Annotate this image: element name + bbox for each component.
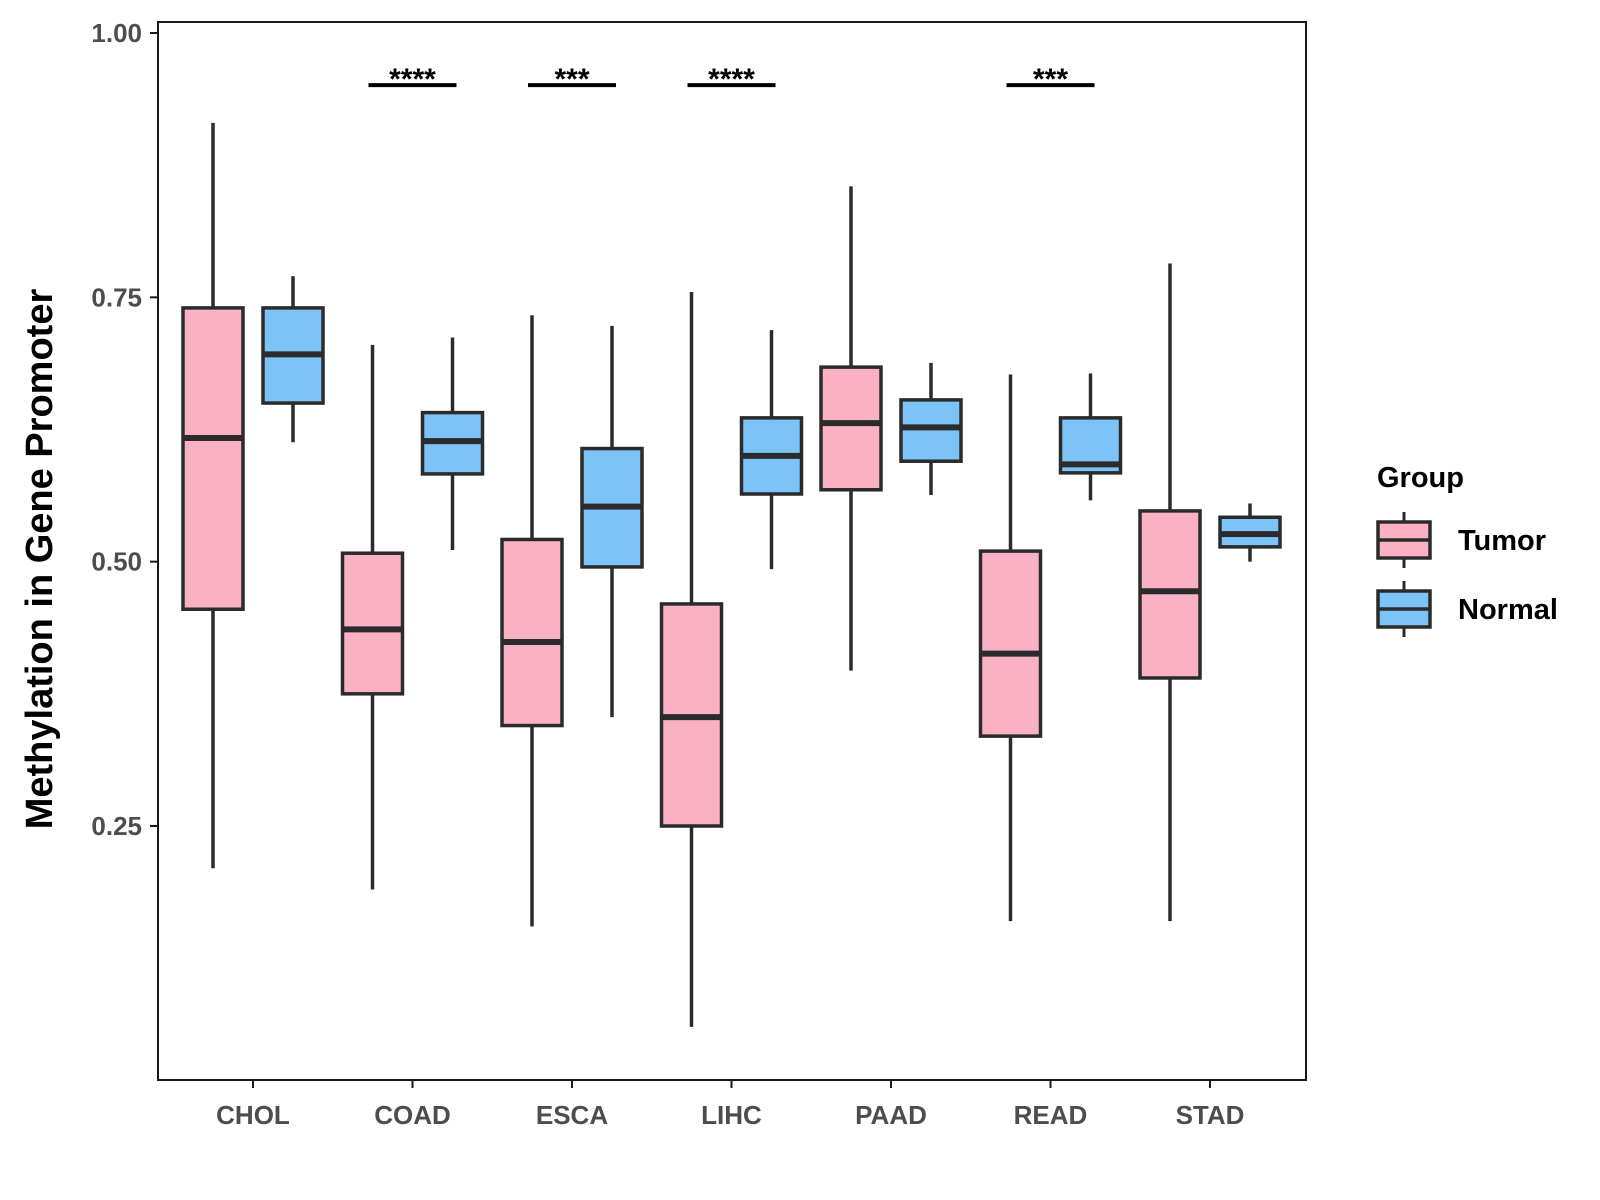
- iqr-box: [899, 398, 963, 463]
- box-normal-paad: [899, 362, 963, 496]
- x-tick-label-read: READ: [1014, 1100, 1088, 1130]
- x-tick-label-esca: ESCA: [536, 1100, 608, 1130]
- x-tick-label-chol: CHOL: [216, 1100, 290, 1130]
- iqr-box: [978, 549, 1043, 738]
- box-normal-lihc: [739, 330, 804, 570]
- iqr-box: [340, 551, 405, 696]
- axes: 0.25 0.50 0.75 1.00 CHOL COAD ESCA LIHC PAAD READ…: [91, 18, 1307, 1130]
- legend: Group Tumor Normal: [1376, 462, 1558, 637]
- significance-label: ****: [708, 63, 755, 96]
- y-tick-label: 1.00: [91, 18, 142, 48]
- box-normal-chol: [261, 276, 325, 443]
- legend-title: Group: [1377, 462, 1464, 494]
- box-normal-read: [1058, 373, 1123, 501]
- box-tumor-paad: [819, 186, 883, 671]
- box-tumor-lihc: [659, 292, 724, 1027]
- box-tumor-esca: [500, 315, 564, 927]
- iqr-box: [181, 306, 245, 611]
- plot-area: **** *** **** ***: [181, 63, 1282, 1027]
- y-tick-label: 0.25: [91, 811, 142, 841]
- legend-entry-normal: Normal: [1376, 581, 1558, 637]
- y-axis-title: Methylation in Gene Promoter: [19, 289, 61, 830]
- box-tumor-read: [978, 374, 1043, 922]
- significance-label: ****: [389, 63, 436, 96]
- y-tick-label: 0.50: [91, 547, 142, 577]
- iqr-box: [1138, 509, 1202, 680]
- x-tick-label-lihc: LIHC: [701, 1100, 762, 1130]
- legend-label: Tumor: [1458, 525, 1546, 557]
- box-tumor-coad: [340, 344, 405, 890]
- box-normal-stad: [1218, 503, 1282, 562]
- box-tumor-chol: [181, 122, 245, 869]
- x-tick-label-paad: PAAD: [855, 1100, 927, 1130]
- legend-label: Normal: [1458, 594, 1558, 626]
- iqr-box: [500, 537, 564, 728]
- significance-label: ***: [1033, 63, 1068, 96]
- x-tick-label-coad: COAD: [374, 1100, 451, 1130]
- box-tumor-stad: [1138, 263, 1202, 922]
- significance-label: ***: [554, 63, 589, 96]
- legend-entry-tumor: Tumor: [1376, 512, 1546, 568]
- y-tick-label: 0.75: [91, 282, 142, 312]
- box-normal-coad: [420, 337, 485, 551]
- box-normal-esca: [580, 325, 644, 718]
- iqr-box: [819, 365, 883, 492]
- x-tick-label-stad: STAD: [1176, 1100, 1245, 1130]
